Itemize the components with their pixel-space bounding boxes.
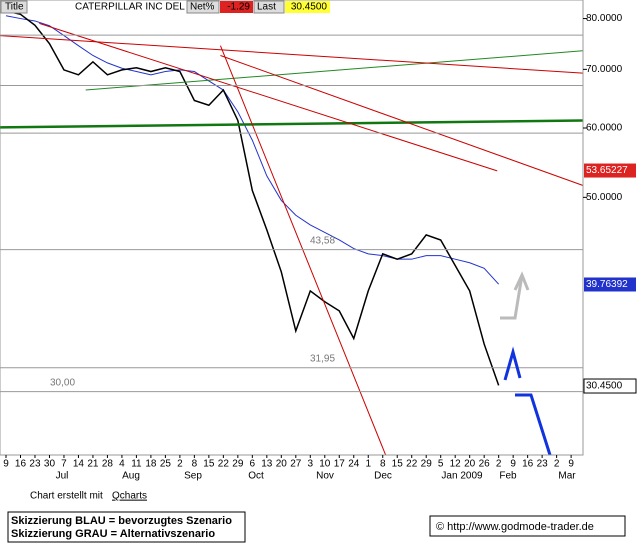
trendline <box>0 35 583 74</box>
y-tick-label: 80.0000 <box>586 13 623 24</box>
blue-scenario-down <box>515 393 552 456</box>
x-tick-label: 2 <box>554 459 560 470</box>
trendline <box>39 22 498 172</box>
gray-scenario <box>500 274 524 320</box>
y-tick-label: 70.0000 <box>586 64 623 75</box>
month-label: Feb <box>499 471 517 482</box>
x-tick-label: 8 <box>192 459 198 470</box>
last-value-box <box>285 1 330 13</box>
x-tick-label: 9 <box>3 459 9 470</box>
price-tag-label: 30.4500 <box>586 381 623 392</box>
x-tick-label: 16 <box>522 459 534 470</box>
net-value: -1.29 <box>227 2 250 13</box>
blue-scenario-up <box>503 346 522 381</box>
month-label: Jul <box>56 471 69 482</box>
x-tick-label: 21 <box>87 459 99 470</box>
credit: Chart erstellt mit <box>30 491 103 502</box>
legend-blue: Skizzierung BLAU = bevorzugtes Szenario <box>11 515 232 527</box>
price-tag <box>583 378 637 394</box>
month-label: Oct <box>248 471 264 482</box>
legend-gray: Skizzierung GRAU = Alternativszenario <box>11 528 215 540</box>
x-tick-label: 4 <box>119 459 125 470</box>
x-tick-label: 3 <box>308 459 314 470</box>
x-tick-label: 29 <box>421 459 433 470</box>
month-label: Dec <box>374 471 392 482</box>
credit-link[interactable]: Qcharts <box>112 491 147 502</box>
y-tick-label: 60.0000 <box>586 123 623 134</box>
x-tick-label: 30 <box>44 459 56 470</box>
price-tag-label: 53.65227 <box>586 165 628 176</box>
legend-box <box>7 511 246 543</box>
x-tick-label: 15 <box>203 459 215 470</box>
x-tick-label: 28 <box>102 459 114 470</box>
x-tick-label: 6 <box>250 459 256 470</box>
x-tick-label: 27 <box>290 459 302 470</box>
x-tick-label: 24 <box>348 459 360 470</box>
plot-area <box>0 0 584 456</box>
x-tick-label: 22 <box>218 459 230 470</box>
price-tag-label: 39.76392 <box>586 279 628 290</box>
x-tick-label: 23 <box>29 459 41 470</box>
x-tick-label: 17 <box>334 459 346 470</box>
trendline <box>219 45 387 456</box>
x-tick-label: 14 <box>73 459 85 470</box>
title-label: Title <box>5 2 24 13</box>
x-tick-label: 20 <box>464 459 476 470</box>
trendline <box>85 50 583 91</box>
url-box <box>429 515 626 537</box>
x-tick-label: 20 <box>276 459 288 470</box>
gray-arrowhead <box>513 271 530 291</box>
x-tick-label: 9 <box>568 459 574 470</box>
x-tick-label: 10 <box>319 459 331 470</box>
price-tag <box>584 277 636 292</box>
x-tick-label: 7 <box>61 459 67 470</box>
month-label: Mar <box>558 471 576 482</box>
x-tick-label: 12 <box>450 459 462 470</box>
net-label: Net% <box>190 2 215 13</box>
last-value: 30.4500 <box>291 2 328 13</box>
x-tick-label: 5 <box>438 459 444 470</box>
x-tick-label: 22 <box>406 459 418 470</box>
stock-name: CATERPILLAR INC DEL <box>75 2 185 13</box>
net-box <box>186 0 220 14</box>
level-label: 30,00 <box>50 377 75 388</box>
x-tick-label: 2 <box>177 459 183 470</box>
x-tick-label: 13 <box>261 459 273 470</box>
net-value-box <box>220 1 253 13</box>
month-label: Jan 2009 <box>441 471 483 482</box>
x-tick-label: 26 <box>479 459 491 470</box>
trendline <box>220 55 583 186</box>
month-label: Aug <box>122 471 140 482</box>
price-tag <box>584 163 636 178</box>
level-label: 43,58 <box>310 235 335 246</box>
level-label: 31,95 <box>310 353 335 364</box>
trendline <box>0 119 583 129</box>
x-tick-label: 18 <box>145 459 157 470</box>
last-box <box>253 0 285 14</box>
price-line <box>5 10 500 386</box>
x-tick-label: 2 <box>496 459 502 470</box>
x-tick-label: 8 <box>380 459 386 470</box>
url[interactable]: © http://www.godmode-trader.de <box>436 521 594 533</box>
title-box <box>0 0 28 14</box>
x-tick-label: 9 <box>510 459 516 470</box>
x-tick-label: 29 <box>232 459 244 470</box>
y-tick-label: 50.0000 <box>586 192 623 203</box>
month-label: Sep <box>184 471 202 482</box>
last-label: Last <box>257 2 276 13</box>
x-tick-label: 1 <box>365 459 371 470</box>
x-tick-label: 15 <box>392 459 404 470</box>
x-tick-label: 11 <box>131 459 142 470</box>
month-label: Nov <box>316 471 334 482</box>
x-tick-label: 16 <box>15 459 27 470</box>
x-tick-label: 23 <box>537 459 549 470</box>
moving-average <box>5 15 500 285</box>
axis-panel-bottom <box>0 456 637 486</box>
x-tick-label: 25 <box>160 459 172 470</box>
